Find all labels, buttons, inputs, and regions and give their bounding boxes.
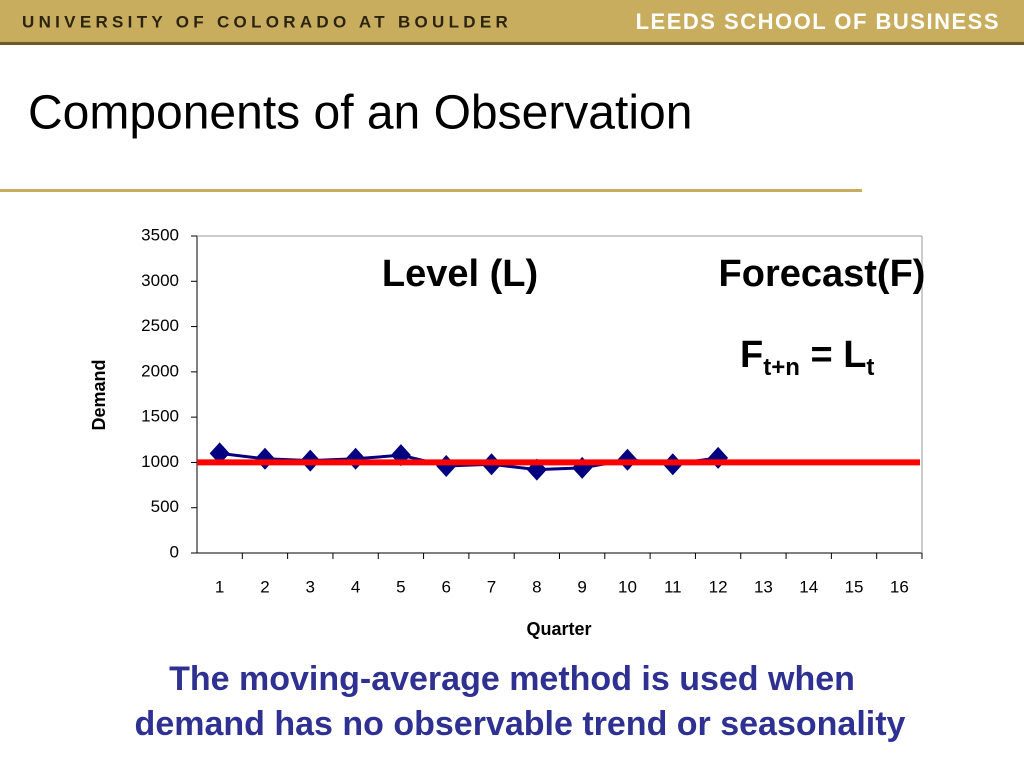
x-tick-label: 1: [215, 577, 224, 596]
formula: Ft+n = Lt: [740, 334, 874, 381]
annotation: Level (L): [382, 253, 538, 295]
marker: [345, 447, 366, 470]
marker: [209, 442, 230, 465]
marker: [708, 446, 729, 469]
y-tick-label: 1500: [141, 407, 179, 426]
y-tick-label: 0: [170, 542, 179, 561]
x-tick-label: 13: [754, 577, 773, 596]
formula-part: F: [740, 334, 763, 376]
y-tick-label: 3500: [141, 225, 179, 244]
x-tick-label: 14: [799, 577, 818, 596]
y-tick-label: 2000: [141, 361, 179, 380]
y-axis-label: Demand: [89, 359, 109, 430]
caption: demand has no observable trend or season…: [135, 705, 906, 743]
x-tick-label: 3: [306, 577, 315, 596]
y-tick-label: 2500: [141, 316, 179, 335]
x-tick-label: 12: [709, 577, 728, 596]
slide-title: Components of an Observation: [28, 87, 692, 140]
header-left: UNIVERSITY OF COLORADO AT BOULDER: [22, 12, 512, 31]
x-tick-label: 10: [618, 577, 637, 596]
title-rule: [0, 189, 862, 192]
formula-sub: t+n: [763, 354, 800, 381]
x-tick-label: 15: [845, 577, 864, 596]
y-tick-label: 1000: [141, 452, 179, 471]
x-tick-label: 6: [441, 577, 450, 596]
x-tick-label: 9: [577, 577, 586, 596]
x-axis-label: Quarter: [526, 619, 591, 639]
formula-sub: t: [866, 354, 874, 381]
x-tick-label: 16: [890, 577, 909, 596]
x-tick-label: 8: [532, 577, 541, 596]
header-border: [0, 42, 1024, 45]
marker: [254, 447, 275, 470]
x-tick-label: 2: [260, 577, 269, 596]
header-right: LEEDS SCHOOL OF BUSINESS: [636, 9, 1000, 34]
y-tick-label: 500: [151, 497, 179, 516]
y-tick-label: 3000: [141, 271, 179, 290]
x-tick-label: 4: [351, 577, 360, 596]
caption: The moving-average method is used when: [169, 660, 855, 698]
formula-box: [730, 330, 920, 386]
x-tick-label: 5: [396, 577, 405, 596]
x-tick-label: 11: [664, 577, 682, 596]
marker: [436, 455, 457, 478]
formula-part: = L: [800, 334, 867, 376]
x-tick-label: 7: [487, 577, 496, 596]
annotation: Forecast(F): [719, 253, 926, 295]
header-bar: [0, 0, 1024, 42]
